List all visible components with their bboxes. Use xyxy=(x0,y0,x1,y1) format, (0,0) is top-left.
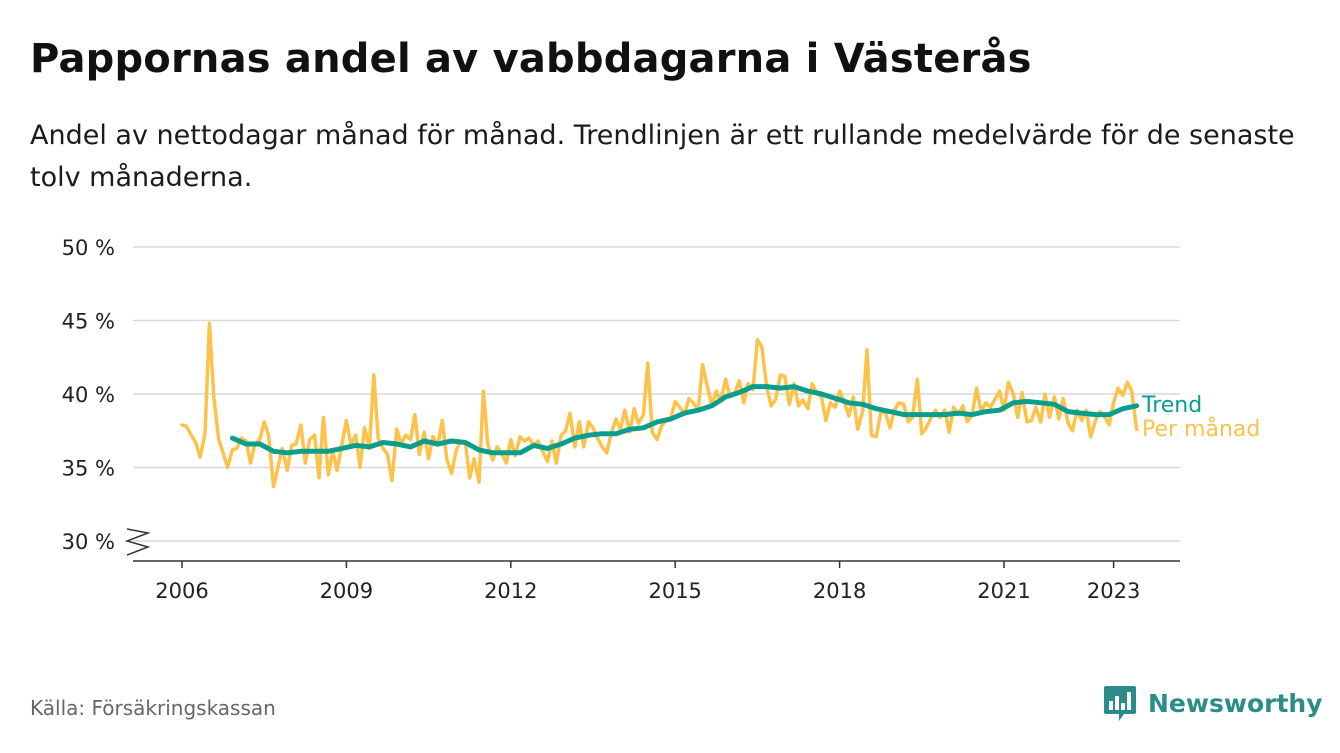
line-chart: 30 % 35 % 40 % 45 % 50 % 2006 2009 2012 2015 201… xyxy=(62,236,1261,603)
series-label-monthly: Per månad xyxy=(1142,416,1260,442)
x-tick-labels: 2006 2009 2012 2015 2018 2021 2023 xyxy=(155,561,1140,603)
x-tick-label: 2012 xyxy=(484,579,537,603)
x-tick-label: 2006 xyxy=(155,579,208,603)
y-tick-label: 40 % xyxy=(62,383,115,407)
series-label-trend: Trend xyxy=(1141,393,1202,418)
y-tick-labels: 30 % 35 % 40 % 45 % 50 % xyxy=(62,236,115,554)
x-tick-label: 2023 xyxy=(1087,579,1140,603)
y-tick-label: 30 % xyxy=(62,530,115,554)
x-tick-label: 2018 xyxy=(813,579,866,603)
newsworthy-logo-icon xyxy=(1104,686,1136,721)
x-tick-label: 2021 xyxy=(977,579,1030,603)
brand-logo: Newsworthy xyxy=(1102,684,1323,722)
series-line-trend xyxy=(229,384,1140,456)
page-title: Pappornas andel av vabbdagarna i Västerå… xyxy=(30,36,1032,82)
series-lines xyxy=(180,321,1140,489)
y-tick-label: 35 % xyxy=(62,457,115,481)
series-line-monthly xyxy=(180,321,1139,489)
y-tick-label: 45 % xyxy=(62,310,115,334)
x-tick-label: 2015 xyxy=(648,579,701,603)
y-tick-label: 50 % xyxy=(62,236,115,260)
source-note: Källa: Försäkringskassan xyxy=(30,696,276,720)
axis-break-icon xyxy=(124,528,151,556)
x-tick-label: 2009 xyxy=(320,579,373,603)
brand-name: Newsworthy xyxy=(1148,688,1323,718)
page-subtitle: Andel av nettodagar månad för månad. Tre… xyxy=(30,120,1295,193)
